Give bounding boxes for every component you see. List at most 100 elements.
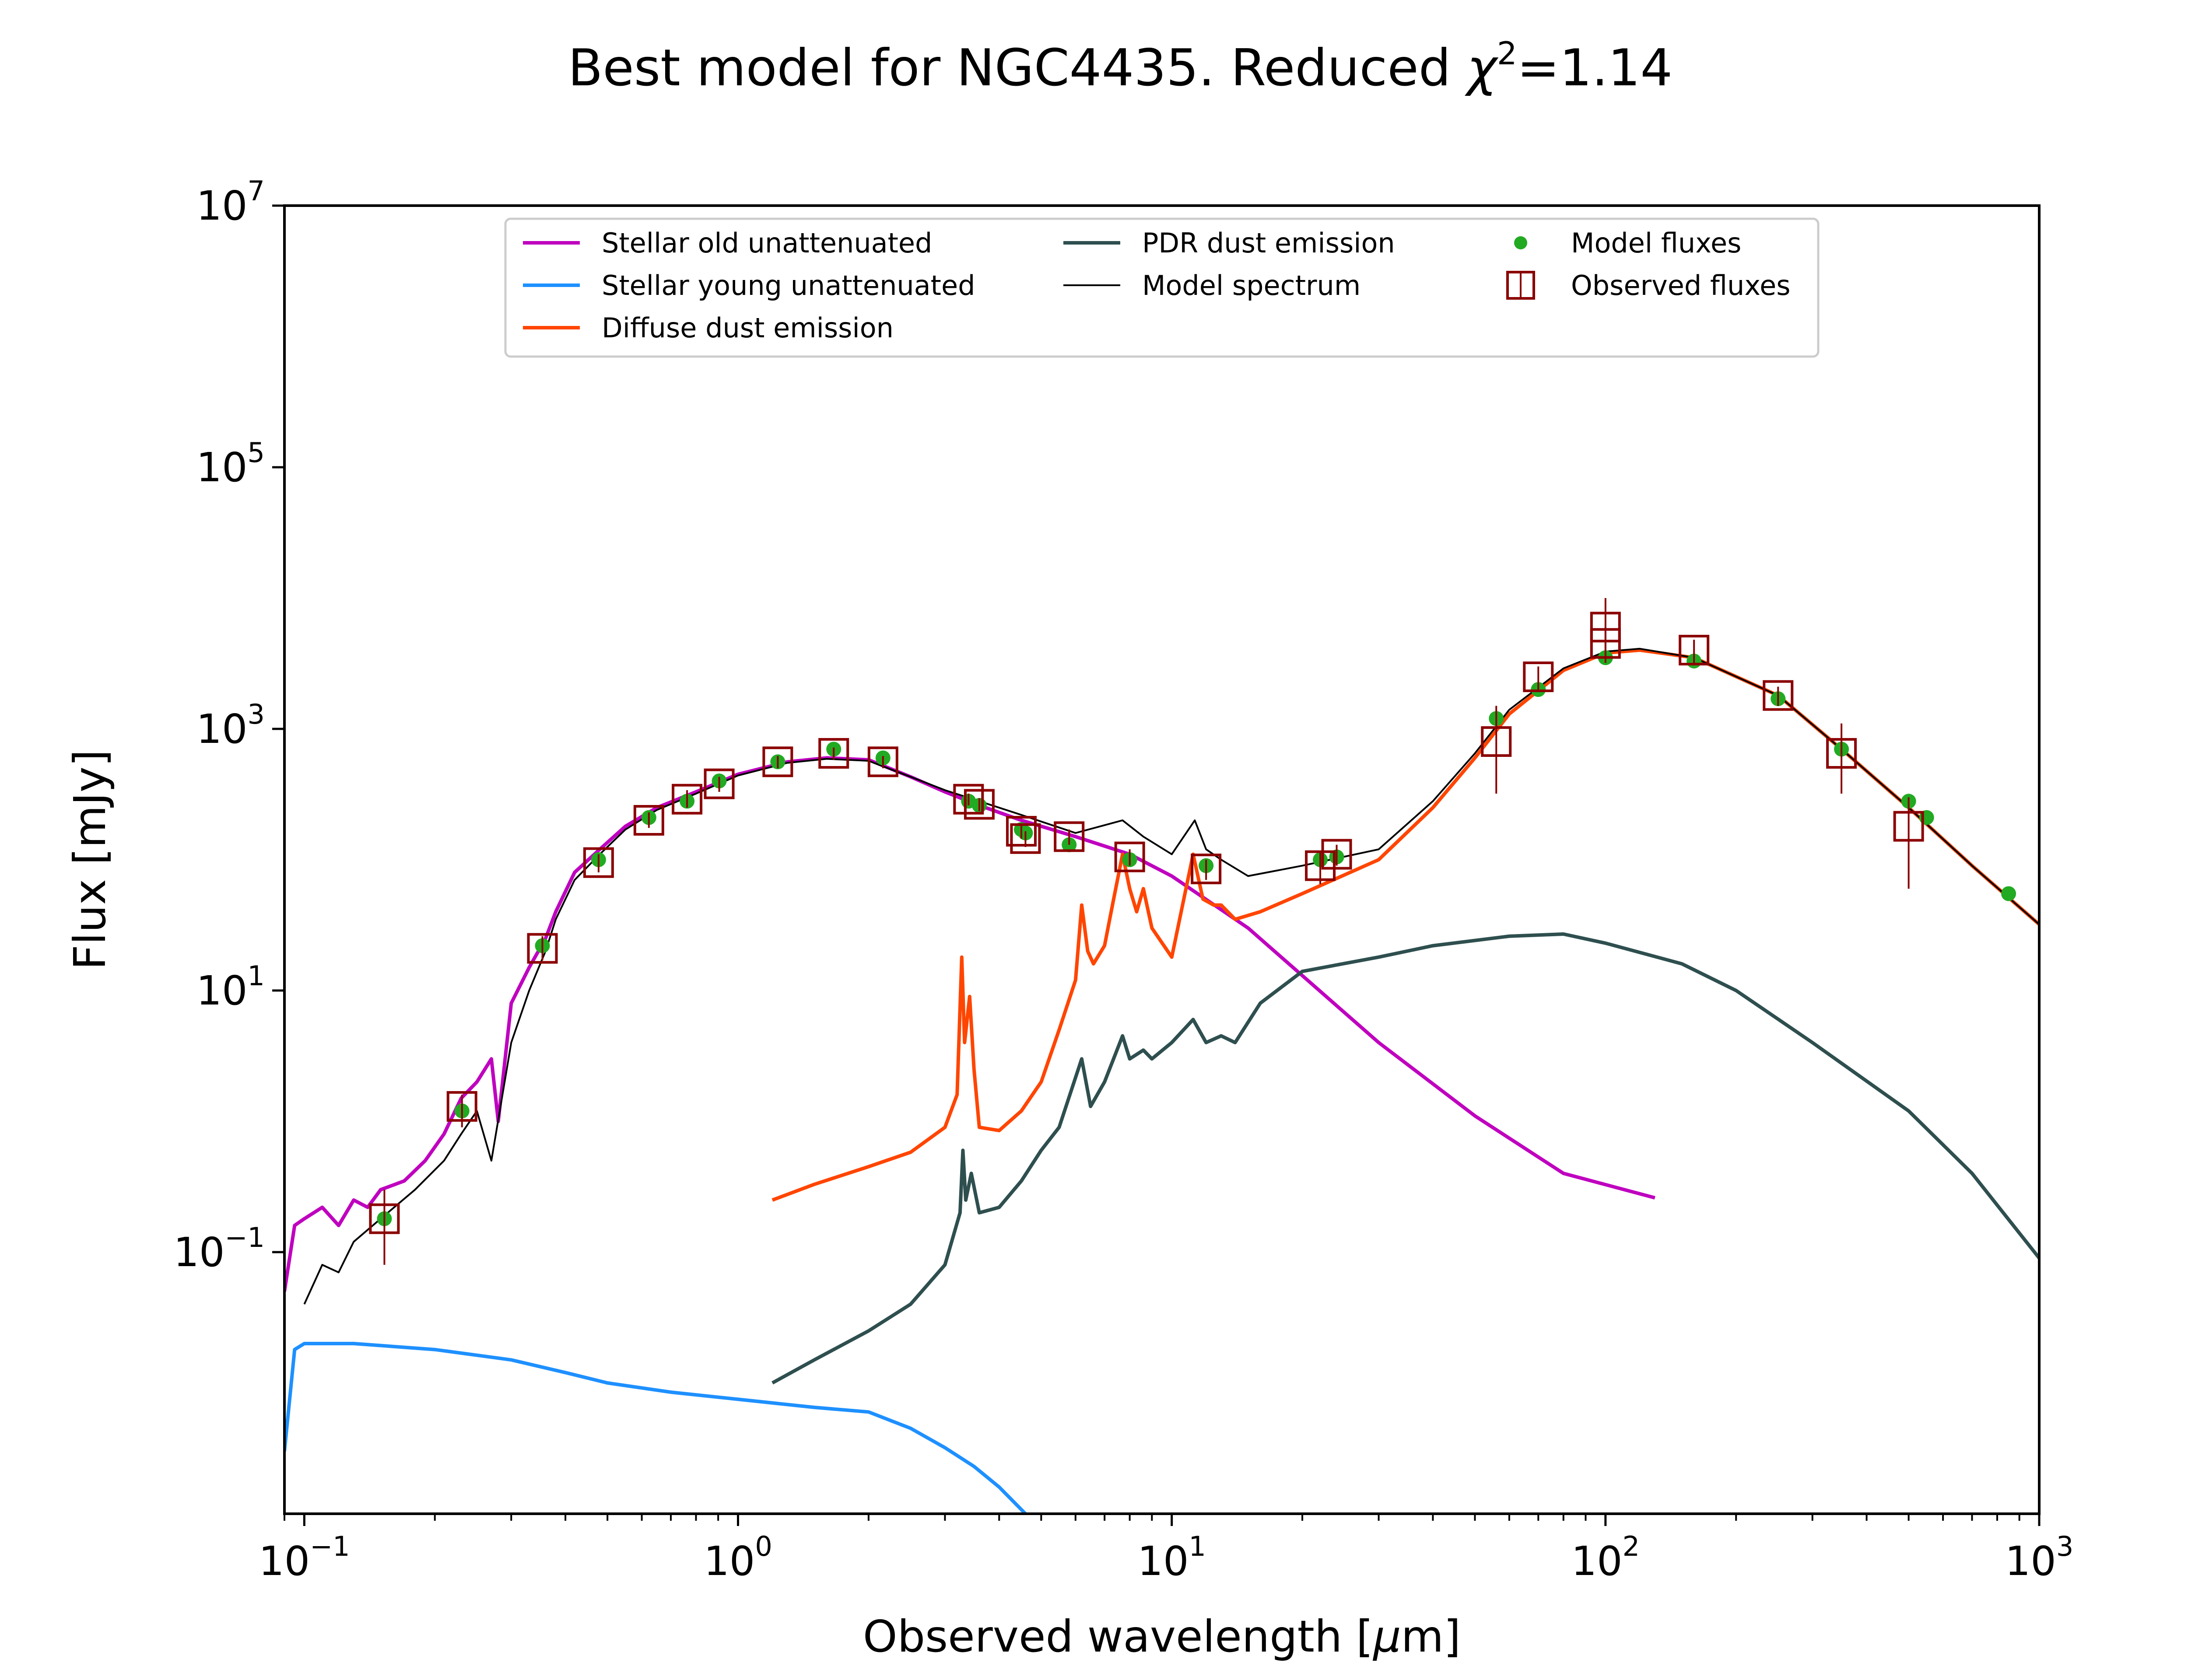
observed-flux-point bbox=[818, 738, 849, 769]
observed-flux-point bbox=[1523, 662, 1554, 693]
legend-item-pdr-dust-emission: PDR dust emission bbox=[1063, 227, 1395, 259]
legend-item-stellar-old-unattenuated: Stellar old unattenuated bbox=[523, 227, 932, 259]
observed-flux-point bbox=[1481, 706, 1512, 794]
observed-flux-point bbox=[583, 847, 614, 878]
xlabel-suffix: m] bbox=[1401, 1611, 1461, 1662]
legend-label: Diffuse dust emission bbox=[602, 312, 894, 344]
observed-flux-marker bbox=[1010, 823, 1041, 854]
observed-flux-marker bbox=[762, 746, 793, 777]
observed-flux-point bbox=[1893, 797, 1924, 889]
series-line-model-spectrum bbox=[303, 648, 2039, 1305]
observed-flux-marker bbox=[1523, 662, 1554, 693]
observed-flux-point bbox=[1321, 839, 1352, 870]
observed-flux-marker bbox=[369, 1203, 400, 1234]
x-tick-label: 103 bbox=[2005, 1530, 2074, 1585]
observed-flux-point bbox=[867, 746, 898, 777]
series-layer bbox=[284, 598, 2039, 1514]
observed-flux-marker bbox=[953, 784, 984, 815]
chart-title: Best model for NGC4435. Reduced χ2=1.14 bbox=[568, 35, 1673, 98]
observed-flux-marker bbox=[1590, 628, 1621, 659]
x-tick-label: 101 bbox=[1137, 1530, 1206, 1585]
title-chi: χ bbox=[1464, 38, 1499, 98]
observed-flux-marker bbox=[1826, 738, 1857, 769]
observed-flux-point bbox=[1763, 680, 1794, 711]
y-axis: 10−1 101 103 105 107 bbox=[174, 175, 284, 1276]
observed-flux-marker bbox=[1054, 821, 1085, 852]
legend-label: Model spectrum bbox=[1142, 270, 1360, 301]
observed-flux-point bbox=[964, 789, 995, 820]
y-tick-label: 10−1 bbox=[174, 1222, 265, 1276]
y-tick-label: 101 bbox=[196, 960, 265, 1014]
observed-flux-marker bbox=[1006, 816, 1037, 847]
x-axis: 10−1 100 101 102 103 bbox=[259, 1514, 2073, 1585]
observed-flux-marker bbox=[1114, 841, 1145, 872]
observed-flux-point bbox=[704, 768, 735, 799]
observed-flux-point bbox=[762, 746, 793, 777]
observed-flux-point bbox=[1054, 821, 1085, 852]
title-suffix: =1.14 bbox=[1517, 38, 1673, 98]
series-line-pdr-dust-emission bbox=[771, 932, 2039, 1385]
observed-flux-point bbox=[672, 784, 703, 815]
observed-flux-point bbox=[1305, 850, 1336, 884]
observed-flux-marker bbox=[446, 1091, 477, 1122]
observed-flux-point bbox=[369, 1190, 400, 1265]
series-line-diffuse-dust-emission bbox=[771, 648, 2039, 1202]
observed-flux-point bbox=[1679, 634, 1710, 665]
x-tick-label: 100 bbox=[704, 1530, 772, 1585]
legend-item-model-spectrum: Model spectrum bbox=[1063, 270, 1360, 301]
observed-flux-marker bbox=[867, 746, 898, 777]
legend-box bbox=[504, 217, 1820, 358]
x-axis-label: Observed wavelength [μm] bbox=[863, 1611, 1461, 1662]
observed-flux-marker bbox=[1481, 726, 1512, 757]
series-observed-fluxes bbox=[369, 598, 1924, 1265]
observed-flux-marker bbox=[583, 847, 614, 878]
legend-swatch bbox=[1514, 236, 1527, 249]
observed-flux-point bbox=[1826, 723, 1857, 794]
x-tick-label: 10−1 bbox=[259, 1530, 350, 1585]
observed-flux-point bbox=[1010, 823, 1041, 854]
legend-item-diffuse-dust-emission: Diffuse dust emission bbox=[523, 312, 894, 344]
observed-flux-point bbox=[1006, 816, 1037, 847]
title-prefix: Best model for NGC4435. Reduced bbox=[568, 38, 1467, 98]
observed-flux-marker bbox=[1893, 811, 1924, 842]
legend-label: Stellar old unattenuated bbox=[602, 227, 932, 259]
series-line-stellar-young-unattenuated bbox=[284, 1342, 1027, 1514]
observed-flux-marker bbox=[704, 768, 735, 799]
observed-flux-marker bbox=[1679, 634, 1710, 665]
series-stellar-young-unattenuated bbox=[284, 1342, 1027, 1514]
series-model-fluxes bbox=[377, 650, 2016, 1226]
observed-flux-marker bbox=[1321, 839, 1352, 870]
observed-flux-point bbox=[527, 933, 558, 964]
xlabel-mu: μ bbox=[1372, 1611, 1401, 1662]
observed-flux-point bbox=[446, 1091, 477, 1127]
legend-item-observed-fluxes: Observed fluxes bbox=[1506, 270, 1791, 301]
legend-label: Stellar young unattenuated bbox=[602, 270, 975, 301]
observed-flux-marker bbox=[818, 738, 849, 769]
legend-label: PDR dust emission bbox=[1142, 227, 1395, 259]
observed-flux-point bbox=[953, 784, 984, 815]
x-tick-label: 102 bbox=[1571, 1530, 1640, 1585]
observed-flux-point bbox=[633, 805, 664, 836]
legend-item-model-fluxes: Model fluxes bbox=[1514, 227, 1741, 259]
observed-flux-point bbox=[1191, 854, 1222, 885]
observed-flux-marker bbox=[527, 933, 558, 964]
observed-flux-marker bbox=[1191, 854, 1222, 885]
observed-flux-marker bbox=[1305, 850, 1336, 881]
title-sup: 2 bbox=[1497, 35, 1517, 72]
legend: Stellar old unattenuated Stellar young un… bbox=[504, 217, 1820, 358]
observed-flux-marker bbox=[964, 789, 995, 820]
series-model-spectrum bbox=[303, 648, 2039, 1305]
plot-frame bbox=[283, 204, 2041, 1515]
model-flux-point bbox=[2001, 886, 2016, 901]
observed-flux-marker bbox=[633, 805, 664, 836]
observed-flux-marker bbox=[672, 784, 703, 815]
xlabel-prefix: Observed wavelength [ bbox=[863, 1611, 1373, 1662]
y-tick-label: 103 bbox=[196, 698, 265, 752]
observed-flux-point bbox=[1114, 841, 1145, 872]
y-axis-label: Flux [mJy] bbox=[64, 749, 116, 970]
observed-flux-marker bbox=[1763, 680, 1794, 711]
series-diffuse-dust-emission bbox=[771, 648, 2039, 1202]
y-tick-label: 105 bbox=[196, 437, 265, 491]
y-tick-label: 107 bbox=[196, 175, 265, 229]
